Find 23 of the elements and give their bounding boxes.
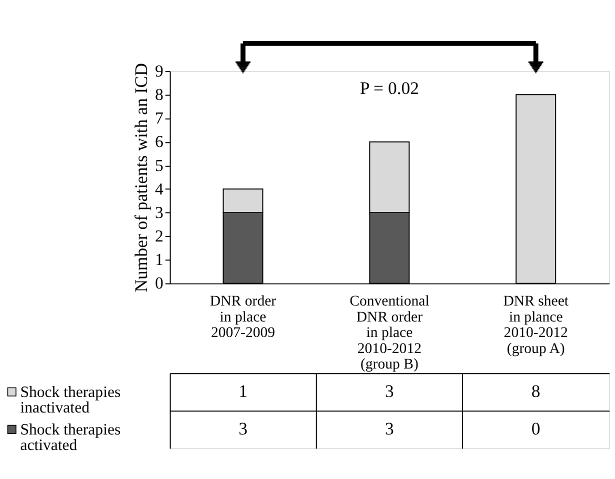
x-tick-label: DNR sheet in plance 2010-2012 (group A) xyxy=(503,294,570,357)
legend-label: Shock therapies inactivated xyxy=(20,384,121,417)
data-label: 3 xyxy=(384,380,394,401)
y-tick-label: 3 xyxy=(154,202,164,222)
y-axis-title: Number of patients with an ICD xyxy=(131,62,152,292)
annotation: P = 0.02 xyxy=(360,78,420,98)
legend-label: Shock therapies activated xyxy=(20,421,121,454)
y-tick-label: 4 xyxy=(154,179,164,198)
y-tick-label: 5 xyxy=(154,156,164,175)
y-tick-label: 2 xyxy=(154,226,164,246)
data-label: 0 xyxy=(531,418,540,438)
y-tick-label: 6 xyxy=(154,132,164,152)
data-label: 3 xyxy=(384,418,394,438)
y-tick-label: 7 xyxy=(154,108,164,128)
x-tick-label: Conventional DNR order in place 2010-2012 (group B) xyxy=(350,294,430,373)
y-tick-label: 1 xyxy=(154,250,164,270)
y-tick-label: 9 xyxy=(154,62,164,81)
x-tick-label: DNR order in place 2007-2009 xyxy=(210,294,276,342)
data-label: 3 xyxy=(238,418,248,438)
data-label: 8 xyxy=(531,380,540,401)
y-tick-label: 8 xyxy=(154,85,164,104)
data-label: 1 xyxy=(238,380,248,401)
y-tick-label: 0 xyxy=(154,274,164,293)
